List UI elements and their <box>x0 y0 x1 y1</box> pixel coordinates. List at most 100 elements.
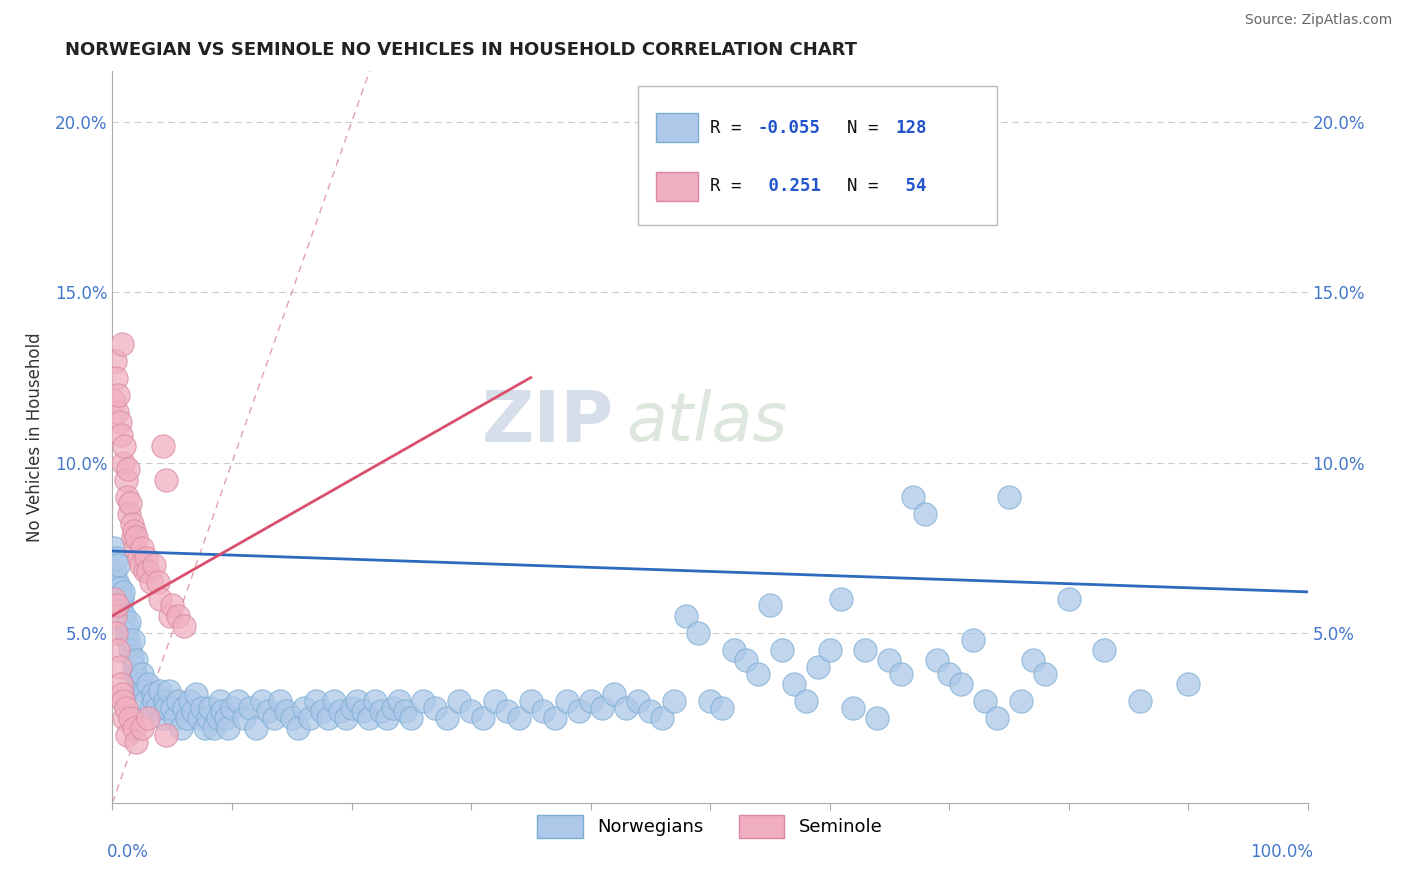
Seminole <box>139 574 162 589</box>
Norwegians <box>627 694 650 708</box>
Seminole <box>122 721 145 735</box>
Norwegians <box>359 711 381 725</box>
Norwegians <box>111 591 134 606</box>
Norwegians <box>110 599 132 613</box>
Norwegians <box>257 704 280 718</box>
Norwegians <box>292 700 315 714</box>
Norwegians <box>226 694 249 708</box>
FancyBboxPatch shape <box>638 86 997 225</box>
Seminole <box>115 490 138 504</box>
Norwegians <box>914 507 936 521</box>
Text: Source: ZipAtlas.com: Source: ZipAtlas.com <box>1244 13 1392 28</box>
Seminole <box>128 550 150 565</box>
Seminole <box>122 524 145 538</box>
Seminole <box>138 565 160 579</box>
Norwegians <box>121 632 143 647</box>
Seminole <box>129 558 152 572</box>
Seminole <box>121 531 143 545</box>
Norwegians <box>115 619 138 633</box>
Norwegians <box>950 677 973 691</box>
Norwegians <box>143 694 166 708</box>
Norwegians <box>974 694 997 708</box>
Seminole <box>111 336 134 351</box>
Norwegians <box>807 659 830 673</box>
Norwegians <box>128 673 150 688</box>
Text: 0.0%: 0.0% <box>107 843 149 861</box>
Norwegians <box>233 711 256 725</box>
Norwegians <box>735 653 758 667</box>
Text: 128: 128 <box>896 119 927 136</box>
Norwegians <box>508 711 530 725</box>
Norwegians <box>209 694 232 708</box>
Norwegians <box>142 687 165 701</box>
FancyBboxPatch shape <box>657 171 699 201</box>
Norwegians <box>322 694 344 708</box>
Norwegians <box>472 711 495 725</box>
Norwegians <box>239 700 262 714</box>
Norwegians <box>346 694 368 708</box>
Norwegians <box>651 711 673 725</box>
Norwegians <box>866 711 889 725</box>
Seminole <box>114 473 136 487</box>
Text: R =: R = <box>710 119 752 136</box>
Norwegians <box>340 700 363 714</box>
Norwegians <box>108 582 131 596</box>
Seminole <box>131 541 153 555</box>
Norwegians <box>388 694 411 708</box>
Seminole <box>167 608 190 623</box>
Seminole <box>146 574 169 589</box>
Norwegians <box>579 694 602 708</box>
Text: 0.251: 0.251 <box>758 178 821 195</box>
Norwegians <box>157 683 180 698</box>
Norwegians <box>927 653 949 667</box>
Norwegians <box>131 666 153 681</box>
Norwegians <box>1057 591 1080 606</box>
Norwegians <box>555 694 578 708</box>
Norwegians <box>287 721 309 735</box>
Seminole <box>159 608 181 623</box>
Norwegians <box>305 694 328 708</box>
Seminole <box>120 496 142 510</box>
Norwegians <box>103 541 125 555</box>
Seminole <box>108 415 131 429</box>
Norwegians <box>425 700 447 714</box>
Norwegians <box>107 558 129 572</box>
Norwegians <box>723 642 745 657</box>
Norwegians <box>543 711 565 725</box>
Seminole <box>104 608 127 623</box>
Norwegians <box>520 694 543 708</box>
Seminole <box>121 516 143 531</box>
Seminole <box>131 721 153 735</box>
Text: atlas: atlas <box>627 390 787 456</box>
Norwegians <box>352 704 374 718</box>
Seminole <box>125 734 148 748</box>
Norwegians <box>197 711 219 725</box>
Norwegians <box>1129 694 1152 708</box>
Norwegians <box>202 721 225 735</box>
Norwegians <box>747 666 769 681</box>
Norwegians <box>1022 653 1045 667</box>
Norwegians <box>117 632 139 647</box>
Norwegians <box>135 694 157 708</box>
Norwegians <box>568 704 591 718</box>
Text: 100.0%: 100.0% <box>1250 843 1313 861</box>
Norwegians <box>124 666 146 681</box>
Norwegians <box>370 704 392 718</box>
Text: -0.055: -0.055 <box>758 119 821 136</box>
Norwegians <box>121 649 143 664</box>
Norwegians <box>112 585 135 599</box>
Norwegians <box>153 694 176 708</box>
Norwegians <box>938 666 960 681</box>
Norwegians <box>114 625 136 640</box>
Seminole <box>104 353 127 368</box>
Norwegians <box>436 711 458 725</box>
Seminole <box>103 591 125 606</box>
Text: N =: N = <box>848 178 890 195</box>
Norwegians <box>155 700 177 714</box>
Norwegians <box>664 694 686 708</box>
Norwegians <box>329 704 352 718</box>
Text: R =: R = <box>710 178 752 195</box>
Seminole <box>105 370 128 384</box>
Norwegians <box>104 565 127 579</box>
Norwegians <box>962 632 984 647</box>
